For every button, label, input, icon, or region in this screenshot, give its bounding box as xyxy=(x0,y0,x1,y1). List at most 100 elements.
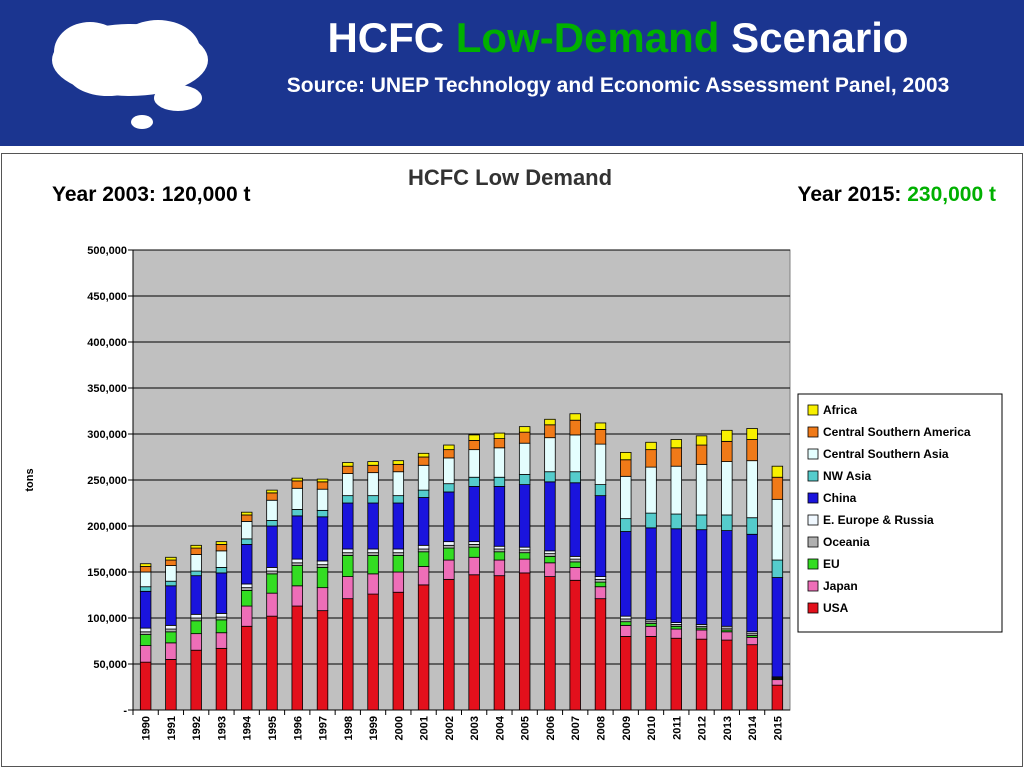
bar-segment xyxy=(266,567,278,572)
bar-segment xyxy=(139,634,152,646)
bar-segment xyxy=(291,565,303,587)
x-tick-label: 1996 xyxy=(292,716,304,740)
bar-segment xyxy=(241,605,253,627)
bar-segment xyxy=(594,598,607,711)
bar-segment xyxy=(165,624,177,630)
legend-label: Oceania xyxy=(823,535,870,549)
bar-segment xyxy=(721,631,733,641)
bar-segment xyxy=(746,460,758,519)
bar-segment xyxy=(139,661,152,711)
bar-segment xyxy=(721,461,733,516)
bar-segment xyxy=(417,566,430,586)
bar-segment xyxy=(518,474,531,486)
bar-segment xyxy=(493,476,506,487)
bar-segment xyxy=(139,586,152,592)
thought-cloud-icon xyxy=(52,20,208,129)
annotation-year-2015: Year 2015: 230,000 t xyxy=(797,183,996,207)
legend-box xyxy=(797,393,1003,633)
bar-segment xyxy=(468,546,480,558)
bar-segment xyxy=(190,575,202,615)
bar-segment xyxy=(165,565,177,582)
bar-segment xyxy=(266,615,278,711)
bar-segment xyxy=(518,558,531,574)
bar-segment xyxy=(392,495,405,504)
y-tick-label: 400,000 xyxy=(87,337,127,349)
bar-segment xyxy=(544,437,556,473)
bar-segment xyxy=(190,554,202,572)
y-tick-label: 150,000 xyxy=(87,567,127,579)
bar-segment xyxy=(291,585,303,607)
bar-segment xyxy=(443,578,455,711)
bar-segment xyxy=(316,610,329,711)
bar-segment xyxy=(620,451,632,461)
bar-segment xyxy=(241,583,253,589)
bar-segment xyxy=(746,517,758,535)
bar-segment xyxy=(645,466,657,514)
bar-segment xyxy=(746,533,758,633)
legend-label: Africa xyxy=(823,403,857,417)
bar-segment xyxy=(518,442,531,475)
bar-segment xyxy=(165,585,177,626)
bar-segment xyxy=(342,495,354,504)
bar-segment xyxy=(518,572,531,711)
bar-segment xyxy=(139,631,152,635)
bar-segment xyxy=(241,514,253,522)
bar-segment xyxy=(443,444,455,451)
bar-segment xyxy=(266,570,278,575)
bar-segment xyxy=(392,502,405,550)
bar-segment xyxy=(645,527,657,621)
bar-segment xyxy=(291,515,303,560)
bar-segment xyxy=(721,440,733,462)
bar-segment xyxy=(367,548,379,554)
bar-segment xyxy=(316,564,329,568)
bar-segment xyxy=(594,586,607,600)
bar-segment xyxy=(670,625,682,630)
bar-segment xyxy=(215,632,228,649)
bar-segment xyxy=(443,457,455,485)
slide-title: HCFC Low-Demand Scenario xyxy=(230,14,1006,62)
bar-segment xyxy=(645,449,657,468)
y-tick-label: 450,000 xyxy=(87,291,127,303)
bar-segment xyxy=(139,566,152,573)
bar-segment xyxy=(518,549,531,554)
legend-swatch xyxy=(807,602,819,614)
x-tick-label: 2014 xyxy=(747,715,759,740)
y-tick-label: 50,000 xyxy=(93,659,127,671)
bar-segment xyxy=(342,598,354,711)
bar-segment xyxy=(544,555,556,564)
bar-segment xyxy=(215,550,228,568)
bar-segment xyxy=(266,499,278,521)
bar-segment xyxy=(316,516,329,562)
bar-segment xyxy=(367,495,379,504)
x-tick-label: 1997 xyxy=(318,716,330,740)
legend-swatch xyxy=(807,536,819,548)
bar-segment xyxy=(468,440,480,451)
bar-segment xyxy=(316,509,329,518)
bar-segment xyxy=(241,511,253,516)
title-highlight: Low-Demand xyxy=(455,14,720,61)
legend-label: Japan xyxy=(823,579,858,593)
bar-segment xyxy=(645,441,657,451)
bar-segment xyxy=(392,463,405,473)
bar-segment xyxy=(645,636,657,711)
bar-segment xyxy=(190,633,202,651)
bar-segment xyxy=(518,426,531,433)
title-suffix: Scenario xyxy=(731,14,909,61)
bar-segment xyxy=(266,492,278,501)
chart-title: HCFC Low Demand xyxy=(407,165,613,190)
bar-segment xyxy=(417,497,430,546)
bar-segment xyxy=(190,613,202,619)
bar-segment xyxy=(342,576,354,600)
x-tick-label: 2008 xyxy=(595,716,607,740)
bar-segment xyxy=(291,480,303,489)
bar-segment xyxy=(670,439,682,449)
bar-segment xyxy=(215,572,228,614)
bar-segment xyxy=(443,483,455,493)
legend-label: Central Southern Asia xyxy=(823,447,949,461)
bar-segment xyxy=(771,476,784,500)
bar-segment xyxy=(695,514,708,531)
x-tick-label: 2000 xyxy=(393,716,405,740)
bar-segment xyxy=(342,473,354,497)
bar-segment xyxy=(569,567,581,581)
bar-segment xyxy=(569,482,581,557)
